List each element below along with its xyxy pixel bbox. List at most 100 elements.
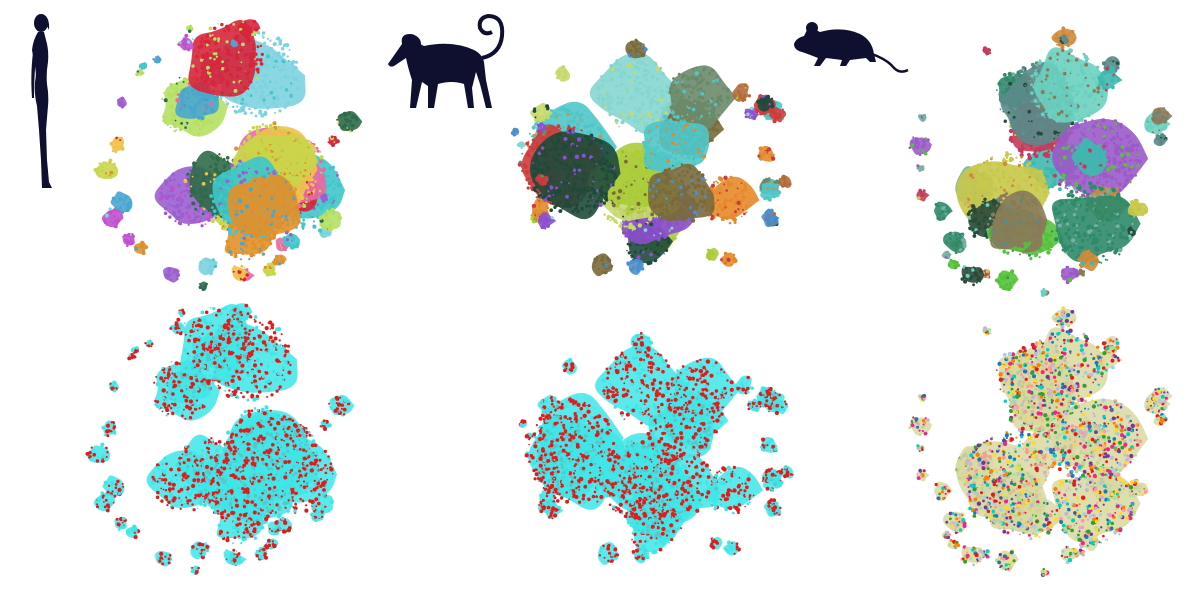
monkey-clusters-cell-point (580, 112, 584, 116)
human-clusters-cell-point (125, 207, 129, 212)
monkey-clusters-cell-point (609, 77, 615, 82)
human-clusters-cell-point (204, 120, 207, 123)
human-clusters-cell-point (339, 194, 341, 196)
human-clusters-cell-point (301, 179, 304, 182)
human-clusters-cell-point (108, 158, 113, 163)
human-clusters-cell-point (246, 93, 250, 97)
human-clusters-cell-point (261, 123, 265, 126)
human-clusters-cell-point (283, 172, 287, 176)
human-clusters-cell-point (278, 42, 283, 46)
human-clusters-cell-point (200, 37, 204, 40)
human-clusters-cell-point (190, 110, 195, 114)
human-clusters-cell-point (259, 186, 263, 191)
monkey-clusters-cell-point (696, 88, 700, 92)
human-clusters-cell-point (343, 112, 348, 117)
human-clusters-cell-point (248, 258, 251, 261)
human-clusters-cell-point (273, 258, 276, 261)
human-clusters-cell-point (277, 139, 281, 143)
human-clusters-cell-point (166, 275, 170, 279)
monkey-clusters-cell-point (650, 96, 654, 100)
human-clusters-cell-point (283, 181, 285, 184)
human-clusters-cell-point (274, 59, 278, 63)
human-clusters-cell-point (199, 39, 202, 42)
human-clusters-cell-point (113, 172, 116, 174)
human-clusters-cell-point (232, 225, 235, 228)
human-clusters-cell-point (205, 282, 208, 286)
human-clusters-cell-point (219, 96, 223, 100)
human-clusters-cell-point (277, 219, 279, 222)
human-clusters-cell-point (350, 123, 355, 128)
human-clusters-cell-point (299, 135, 303, 138)
human-clusters-cell-point (240, 274, 245, 279)
human-clusters-cell-point (289, 206, 292, 208)
human-clusters-cell-point (200, 43, 204, 47)
monkey-clusters-cell-point (601, 96, 606, 101)
human-clusters-cell-point (173, 268, 177, 273)
human-clusters-cell-point (218, 221, 224, 226)
human-clusters-cell-point (224, 45, 227, 48)
monkey-clusters-cell-point (566, 113, 570, 117)
human-clusters-cell-point (304, 161, 307, 164)
human-clusters-cell-point (244, 232, 249, 237)
human-clusters-cell-point (264, 191, 266, 194)
human-clusters-cell-point (265, 106, 270, 110)
human-clusters-cell-point (164, 273, 168, 277)
monkey-clusters-cell-point (552, 126, 556, 129)
monkey-clusters-cell-point (597, 127, 602, 132)
human-clusters-cell-point (337, 178, 341, 181)
human-clusters-cell-point (111, 196, 116, 201)
human-clusters-cell-point (173, 124, 178, 129)
monkey-clusters-cell-point (658, 86, 661, 89)
human-clusters-cell-point (179, 127, 183, 132)
human-clusters-cell-point (154, 60, 157, 63)
human-clusters-cell-point (197, 220, 200, 224)
human-clusters-cell-point (232, 80, 236, 84)
human-clusters-cell-point (308, 200, 311, 203)
human-clusters-cell-point (242, 178, 247, 182)
human-clusters-cell-point (232, 270, 235, 273)
human-clusters-cell-point (152, 58, 155, 61)
human-clusters-cell-point (104, 219, 107, 222)
monkey-clusters-cell-point (575, 127, 580, 131)
human-clusters-cell-point (266, 37, 270, 40)
monkey-clusters-cell-point (581, 130, 585, 134)
human-clusters-cell-point (254, 89, 259, 94)
human-clusters-cell-point (279, 179, 283, 182)
human-clusters-cell-point (323, 221, 326, 224)
monkey-clusters-cell-point (651, 75, 655, 79)
human-clusters-cell-point (239, 180, 244, 185)
monkey-clusters-cell-point (653, 222, 658, 227)
human-clusters-cell-point (197, 51, 200, 53)
monkey-clusters-cell-point (597, 96, 601, 101)
human-clusters-cell-point (300, 212, 302, 215)
monkey-clusters-cell-point (711, 183, 715, 188)
monkey-clusters-cell-point (663, 252, 665, 255)
human-clusters-cell-point (317, 177, 322, 182)
monkey-clusters-cell-point (541, 132, 546, 136)
monkey-clusters-cell-point (665, 84, 670, 89)
human-clusters-cell-point (215, 163, 219, 167)
human-clusters-cell-point (223, 216, 228, 221)
human-clusters-cell-point (223, 213, 226, 216)
monkey-clusters-cell-point (648, 114, 652, 118)
monkey-clusters-cell-point (705, 103, 710, 108)
human-clusters-cell-point (97, 171, 100, 174)
human-clusters-cell-point (347, 112, 350, 115)
human-clusters-cell-point (260, 143, 263, 146)
human-clusters-cell-point (118, 102, 120, 105)
human-clusters-cell-point (265, 228, 268, 231)
monkey-clusters-cell-point (740, 205, 743, 208)
monkey-clusters-cell-point (665, 107, 668, 110)
human-clusters-cell-point (195, 218, 197, 221)
human-clusters-cell-point (126, 242, 128, 245)
human-clusters-cell-point (173, 130, 176, 133)
human-clusters-cell-point (211, 206, 214, 209)
human-clusters-cell-point (305, 181, 309, 184)
monkey-clusters-cell-point (642, 220, 645, 223)
monkey-clusters-cell-point (653, 61, 656, 63)
monkey-clusters-cell-point (646, 95, 650, 99)
human-clusters-cell-point (269, 123, 273, 128)
monkey-clusters-cell-point (537, 133, 541, 137)
monkey-clusters-cell-point (525, 141, 530, 146)
monkey-clusters-cell-point (649, 91, 652, 94)
